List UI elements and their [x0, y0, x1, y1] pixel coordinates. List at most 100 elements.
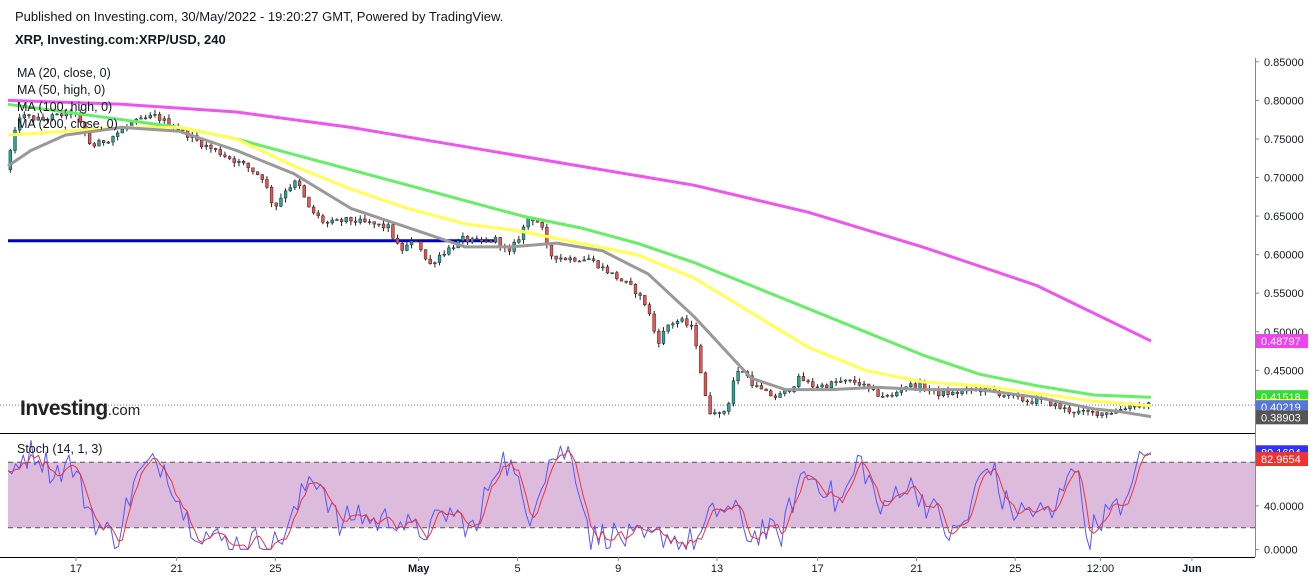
candle-body	[266, 179, 269, 187]
candle-body	[289, 188, 292, 191]
candle-body	[336, 220, 339, 221]
candle-body	[387, 225, 390, 228]
candle-body	[919, 383, 922, 389]
candle-body	[886, 395, 889, 396]
candle-body	[709, 396, 712, 414]
candle-body	[1031, 402, 1034, 404]
candle-body	[858, 382, 861, 385]
candle-body	[373, 222, 376, 224]
candle-body	[438, 255, 441, 263]
candle-body	[1101, 413, 1104, 416]
stoch-tick-label: 40.0000	[1264, 501, 1304, 513]
x-tick-label: 17	[811, 563, 823, 575]
candle-body	[667, 325, 670, 331]
candle-body	[452, 248, 455, 249]
candle-body	[807, 381, 810, 382]
candle-body	[653, 314, 656, 331]
candle-body	[368, 222, 371, 223]
candle-body	[569, 258, 572, 260]
candle-body	[429, 259, 432, 264]
y-tick-label: 0.70000	[1264, 173, 1304, 185]
candle-body	[629, 281, 632, 284]
x-tick-label: 25	[1009, 563, 1021, 575]
candle-body	[853, 380, 856, 382]
candle-body	[835, 382, 838, 383]
candle-body	[625, 281, 628, 282]
candle-body	[396, 238, 399, 243]
x-tick-label: 25	[269, 563, 281, 575]
candle-body	[909, 384, 912, 387]
candle-body	[1059, 404, 1062, 409]
candle-body	[541, 222, 544, 227]
candle-body	[592, 259, 595, 261]
candle-body	[517, 240, 520, 243]
candle-body	[797, 376, 800, 386]
candle-body	[737, 371, 740, 380]
candle-body	[354, 221, 357, 222]
x-tick-label: 21	[170, 563, 182, 575]
x-tick-label: 5	[514, 563, 520, 575]
candle-body	[303, 186, 306, 197]
candle-body	[779, 394, 782, 398]
candle-body	[811, 382, 814, 387]
candle-body	[205, 145, 208, 147]
candle-body	[1063, 408, 1066, 409]
x-tick-label: 17	[70, 563, 82, 575]
candle-body	[149, 115, 152, 118]
candle-body	[391, 225, 394, 238]
candle-body	[340, 220, 343, 222]
candle-body	[317, 213, 320, 216]
candle-body	[275, 203, 278, 206]
stoch-band	[8, 462, 1255, 527]
candle-body	[583, 260, 586, 261]
candle-body	[704, 373, 707, 396]
candle-body	[1026, 401, 1029, 402]
candle-body	[681, 319, 684, 321]
candle-body	[718, 413, 721, 414]
candle-body	[410, 241, 413, 245]
candle-body	[242, 161, 245, 163]
candle-body	[821, 385, 824, 387]
candle-body	[891, 395, 894, 396]
candle-body	[256, 172, 259, 175]
candle-body	[102, 141, 105, 143]
candle-body	[200, 140, 203, 146]
candle-body	[662, 331, 665, 343]
candle-body	[564, 258, 567, 260]
candle-body	[723, 411, 726, 413]
candle-body	[93, 144, 96, 146]
candle-body	[377, 224, 380, 225]
candle-body	[765, 389, 768, 391]
candle-body	[559, 258, 562, 259]
candle-body	[499, 237, 502, 246]
candle-body	[676, 321, 679, 324]
candle-body	[527, 218, 530, 227]
candle-body	[475, 239, 478, 240]
candle-body	[550, 245, 553, 256]
candle-body	[648, 305, 651, 314]
candle-body	[1119, 409, 1122, 410]
stoch-tick-label: 0.0000	[1264, 545, 1298, 557]
candle-body	[671, 324, 674, 325]
candle-body	[1129, 406, 1132, 409]
candle-body	[839, 381, 842, 382]
x-tick-label: 21	[910, 563, 922, 575]
candle-body	[107, 142, 110, 143]
candle-body	[233, 159, 236, 163]
candle-body	[685, 319, 688, 325]
candle-body	[947, 391, 950, 395]
candle-body	[210, 145, 213, 148]
candle-body	[121, 129, 124, 133]
candle-body	[98, 141, 101, 147]
candle-body	[326, 222, 329, 223]
x-tick-label: 12:00	[1087, 563, 1115, 575]
candle-body	[88, 133, 91, 144]
candle-body	[587, 259, 590, 260]
candle-body	[555, 256, 558, 259]
candle-body	[1003, 396, 1006, 397]
candle-body	[466, 236, 469, 242]
candle-body	[140, 118, 143, 119]
candle-body	[760, 386, 763, 390]
y-tick-label: 0.75000	[1264, 134, 1304, 146]
